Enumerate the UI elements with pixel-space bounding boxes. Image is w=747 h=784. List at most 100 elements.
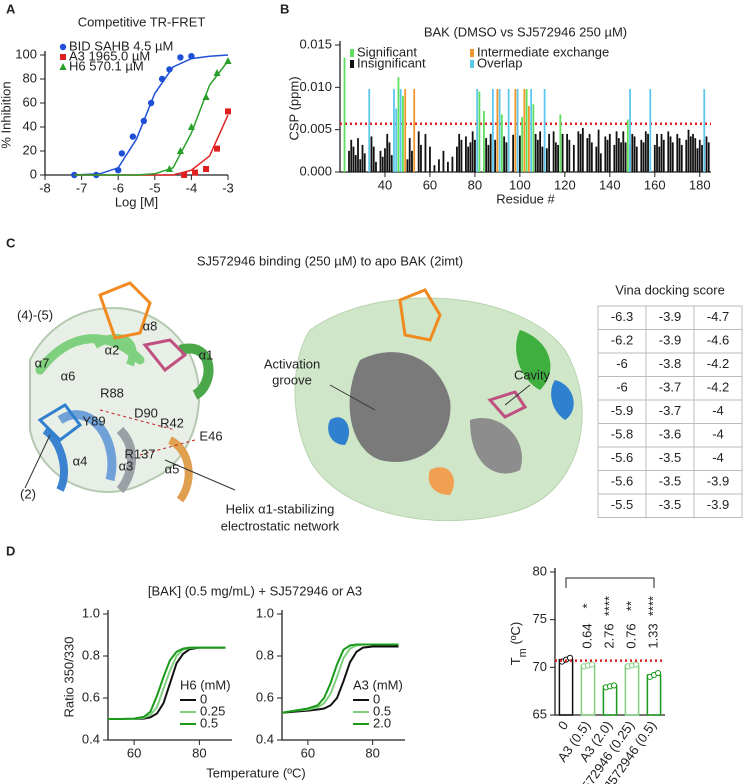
bar	[442, 150, 445, 172]
marker	[165, 165, 174, 172]
bar	[635, 146, 638, 172]
bar	[642, 142, 645, 172]
bar	[523, 89, 526, 172]
bar	[527, 105, 530, 172]
bar	[541, 146, 544, 172]
marker	[202, 93, 210, 100]
legend-title: A3 (mM)	[353, 677, 403, 692]
table-cell: -5.9	[611, 403, 633, 418]
y-tick-label: 0.6	[256, 689, 274, 704]
legend-title: H6 (mM)	[180, 677, 231, 692]
bar	[653, 144, 656, 172]
x-tick-label: 40	[378, 177, 392, 192]
table-cell: -4.2	[707, 380, 729, 395]
bar	[586, 138, 589, 172]
table-cell: -6.2	[611, 333, 633, 348]
table-cell: -3.5	[659, 497, 681, 512]
chart-title: BAK (DMSO vs SJ572946 250 µM)	[424, 24, 627, 39]
bar	[669, 136, 672, 172]
y-tick-label: 0.015	[299, 36, 332, 51]
bar	[494, 139, 497, 172]
marker	[225, 108, 231, 115]
bar	[496, 89, 499, 172]
replicate-point	[610, 682, 618, 689]
legend-label: Overlap	[477, 55, 523, 70]
delta-label: 0.64	[579, 623, 594, 648]
marker	[181, 172, 188, 178]
y-tick-label: 1.0	[256, 605, 274, 620]
bar	[363, 153, 366, 172]
y-axis-label-part: m	[517, 648, 529, 657]
bar	[465, 136, 467, 172]
y-tick-label: 80	[533, 563, 547, 578]
bar	[413, 89, 416, 172]
legend-swatch	[350, 60, 354, 68]
marker	[158, 75, 166, 83]
structure-label: Helix α1-stabilizing	[226, 501, 335, 516]
marker	[214, 145, 221, 152]
bar	[640, 139, 643, 172]
bar	[613, 144, 616, 172]
bar	[343, 57, 346, 173]
bar	[701, 144, 703, 172]
bar	[372, 146, 375, 172]
y-tick-label: 70	[533, 659, 547, 674]
table-frame	[597, 305, 743, 518]
bar	[489, 133, 492, 172]
bar	[384, 148, 386, 172]
table-cell: -3.6	[659, 427, 681, 442]
bar	[671, 142, 674, 172]
marker	[192, 169, 199, 176]
bar	[680, 144, 683, 172]
melt-curve	[281, 645, 399, 714]
structure-label: α8	[143, 318, 158, 333]
bar	[662, 139, 665, 172]
bar	[368, 89, 371, 172]
y-axis-label-part: T	[508, 657, 523, 665]
bar	[692, 133, 694, 172]
bar	[424, 133, 427, 172]
significance: **	[623, 601, 638, 611]
bar	[644, 131, 647, 172]
table-cell: -4.2	[707, 356, 729, 371]
marker	[129, 133, 137, 140]
structure-label: E46	[199, 428, 222, 443]
structure-label: α3	[119, 458, 134, 473]
bar	[595, 146, 598, 172]
y-tick-label: 0.000	[299, 163, 332, 178]
bar	[548, 133, 551, 172]
bar	[678, 138, 681, 172]
bar	[503, 136, 506, 172]
melt-curve	[281, 643, 399, 714]
replicate-point	[588, 661, 596, 668]
bar	[478, 91, 481, 172]
structure-label: α2	[105, 342, 120, 357]
bar	[393, 89, 395, 172]
table-cell: -4.6	[707, 333, 729, 348]
y-tick-label: 20	[23, 142, 37, 157]
bar	[469, 142, 472, 172]
replicate-point	[632, 661, 640, 668]
legend-label: Significant	[357, 44, 417, 59]
bar	[525, 89, 528, 172]
bar	[354, 155, 357, 172]
bar	[438, 159, 440, 172]
bar	[370, 136, 373, 172]
x-tick-label: 160	[644, 177, 666, 192]
x-axis-label: Residue #	[496, 191, 555, 206]
table-cell: -5.5	[611, 497, 633, 512]
delta-label: 1.33	[645, 623, 660, 648]
legend-label: 0.5	[200, 715, 218, 730]
panel-label: D	[6, 543, 15, 558]
structure-label: R137	[124, 446, 155, 461]
bar	[348, 150, 350, 172]
bar	[516, 89, 519, 172]
structure-label: R42	[160, 415, 184, 430]
bar	[559, 114, 562, 172]
bar	[552, 131, 555, 172]
table-cell: -6	[616, 380, 628, 395]
significance: ****	[601, 596, 616, 616]
legend-label: 0	[200, 691, 207, 706]
table-cell: -3.5	[659, 450, 681, 465]
bar	[456, 146, 458, 172]
